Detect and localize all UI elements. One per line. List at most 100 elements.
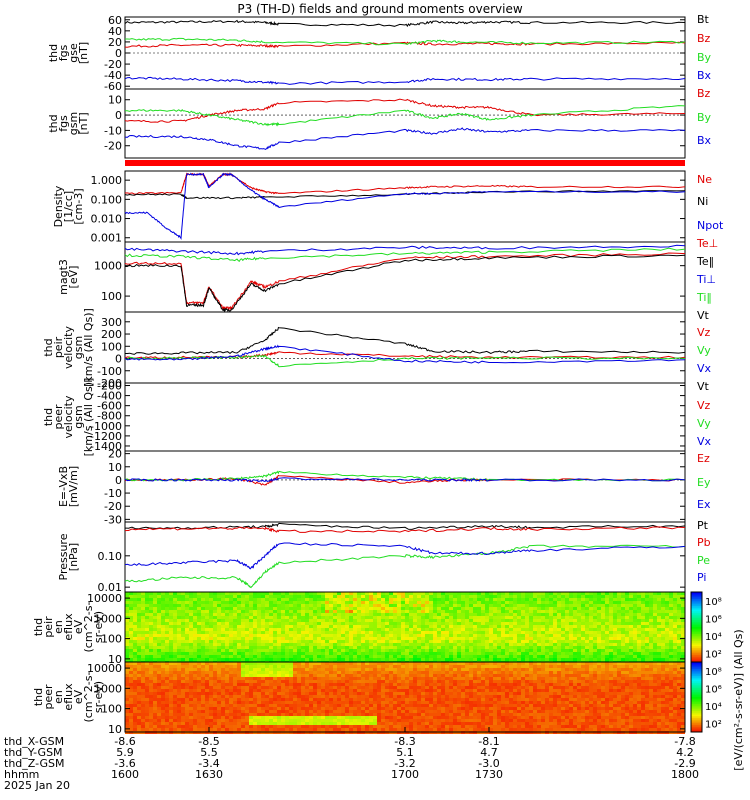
y-axis-label: fgs bbox=[57, 44, 70, 61]
y-axis-label: [nT] bbox=[77, 112, 90, 134]
legend-entry: Bx bbox=[697, 134, 712, 147]
y-tick-label: 60 bbox=[108, 14, 122, 27]
y-axis-label: [km/s (All Qs)] bbox=[82, 308, 95, 387]
x-tick-label: 5.9 bbox=[116, 746, 134, 759]
series-line-Pb bbox=[124, 526, 686, 533]
y-axis-label: gse bbox=[67, 43, 80, 63]
spectrogram-10 bbox=[125, 662, 685, 734]
series-line-Ne bbox=[124, 172, 686, 195]
y-axis-label: eV bbox=[72, 689, 85, 704]
y-tick-label: 100 bbox=[101, 290, 122, 303]
x-axis-block: thd_X-GSM -8.6 -8.5 -8.3 -8.1 -7.8 thd_Y-GSM 5.… bbox=[4, 727, 699, 792]
panel-frame bbox=[124, 450, 686, 523]
x-tick-label: -3.0 bbox=[478, 757, 499, 770]
y-tick-label: 10000 bbox=[87, 662, 122, 675]
series-line-Npot bbox=[124, 171, 686, 241]
legend-entry: Pt bbox=[697, 519, 709, 532]
legend-entry: Vz bbox=[697, 399, 711, 412]
y-axis-label: (cm^2-s- bbox=[82, 602, 95, 653]
legend-entry: Bt bbox=[697, 13, 710, 26]
y-tick-label: -40 bbox=[104, 69, 122, 82]
y-axis-label: gsm bbox=[67, 112, 80, 135]
y-tick-label: -1200 bbox=[90, 430, 122, 443]
y-axis-label: thd bbox=[42, 338, 55, 356]
y-tick-label: 0 bbox=[115, 353, 122, 366]
x-tick-label: 1800 bbox=[671, 768, 699, 781]
colorbar-tick-label: 10⁴ bbox=[705, 632, 722, 643]
y-axis-label: eflux bbox=[62, 683, 75, 711]
series-line-Ti⊥ bbox=[124, 244, 686, 256]
legend-entry: Ti‖ bbox=[696, 291, 712, 304]
y-tick-label: -20 bbox=[104, 140, 122, 153]
y-axis-label: sr-eV) bbox=[92, 611, 105, 643]
series-line-Bt bbox=[124, 19, 686, 28]
y-tick-label: 10 bbox=[108, 653, 122, 666]
y-axis-label: E=-VxB bbox=[57, 466, 70, 507]
y-tick-label: 1000 bbox=[94, 682, 122, 695]
y-tick-label: 0 bbox=[115, 109, 122, 122]
y-axis-label: gsm bbox=[72, 405, 85, 428]
series-line-Bz bbox=[124, 41, 686, 49]
y-axis-label: en bbox=[52, 620, 65, 634]
y-tick-label: 0 bbox=[115, 474, 122, 487]
series-line-Bx bbox=[124, 127, 686, 150]
legend-entry: Ti⊥ bbox=[696, 273, 716, 286]
y-axis-label: [1/cc] bbox=[62, 191, 75, 222]
y-tick-label: 300 bbox=[101, 316, 122, 329]
y-tick-label: -200 bbox=[97, 377, 122, 390]
y-axis-label: thd bbox=[32, 618, 45, 636]
y-tick-label: 0.001 bbox=[91, 232, 123, 245]
y-tick-label: 0.01 bbox=[98, 581, 123, 594]
y-tick-label: 100 bbox=[101, 340, 122, 353]
y-axis-label: Pressure bbox=[57, 533, 70, 580]
legend-entry: Vx bbox=[697, 362, 712, 375]
y-tick-label: -100 bbox=[97, 365, 122, 378]
legend-entry: Te‖ bbox=[696, 255, 714, 268]
legend-entry: Vz bbox=[697, 326, 711, 339]
colorbar-tick-label: 10⁸ bbox=[705, 597, 722, 608]
y-tick-label: 0.010 bbox=[91, 213, 123, 226]
legend-entry: Vx bbox=[697, 435, 712, 448]
legend-entry: Vy bbox=[697, 417, 711, 430]
y-tick-label: -600 bbox=[97, 400, 122, 413]
y-axis-label: peer bbox=[52, 404, 65, 430]
y-axis-label: peir bbox=[52, 336, 65, 358]
colorbar-tick-label: 10² bbox=[705, 649, 722, 660]
colorbar-tick-label: 10⁸ bbox=[705, 667, 722, 678]
legend-entry: Pi bbox=[697, 571, 706, 584]
y-axis-label: peir bbox=[42, 616, 55, 638]
colorbar-tick-label: 10⁴ bbox=[705, 702, 722, 713]
y-axis-label: gsm bbox=[72, 336, 85, 359]
y-tick-label: -20 bbox=[104, 58, 122, 71]
legend-entry: Ne bbox=[697, 173, 712, 186]
x-tick-label: -2.9 bbox=[674, 757, 695, 770]
y-tick-label: -60 bbox=[104, 80, 122, 93]
y-axis-label: magt3 bbox=[57, 259, 70, 295]
series-line-By bbox=[125, 37, 686, 46]
y-axis-label: thd bbox=[42, 408, 55, 426]
y-tick-label: 40 bbox=[108, 25, 122, 38]
y-tick-label: 10 bbox=[108, 461, 122, 474]
series-line-Bx bbox=[124, 76, 686, 85]
legend-entry: Vy bbox=[697, 344, 711, 357]
y-tick-label: 100 bbox=[101, 633, 122, 646]
legend-entry: By bbox=[697, 51, 712, 64]
legend-entry: Ex bbox=[697, 498, 711, 511]
x-tick-label: -3.2 bbox=[394, 757, 415, 770]
x-axis-row-label: thd_Y-GSM bbox=[4, 746, 63, 759]
plot-title: P3 (TH-D) fields and ground moments over… bbox=[237, 2, 522, 16]
x-tick-label: -3.4 bbox=[198, 757, 219, 770]
series-line-Te⊥ bbox=[124, 252, 686, 311]
x-tick-label: -8.1 bbox=[478, 735, 499, 748]
series-line-Ez bbox=[124, 474, 686, 486]
colorbars: 10⁸ 10⁶ 10⁴ 10² 10⁸ 10⁶ 10⁴ 10² [eV/(cm²-s-sr-eV… bbox=[690, 591, 745, 771]
x-tick-label: -8.6 bbox=[114, 735, 135, 748]
y-tick-label: -10 bbox=[104, 124, 122, 137]
x-tick-label: 1730 bbox=[475, 768, 503, 781]
panel-10: 10000 1000 100 10 thdpeerenefluxeV(cm^2-s-sr… bbox=[32, 661, 686, 736]
legend-entry: Npot bbox=[697, 219, 724, 232]
y-tick-label: -1000 bbox=[90, 420, 122, 433]
y-axis-label: [mV/m] bbox=[67, 466, 80, 507]
y-axis-label: velocity bbox=[62, 326, 75, 369]
